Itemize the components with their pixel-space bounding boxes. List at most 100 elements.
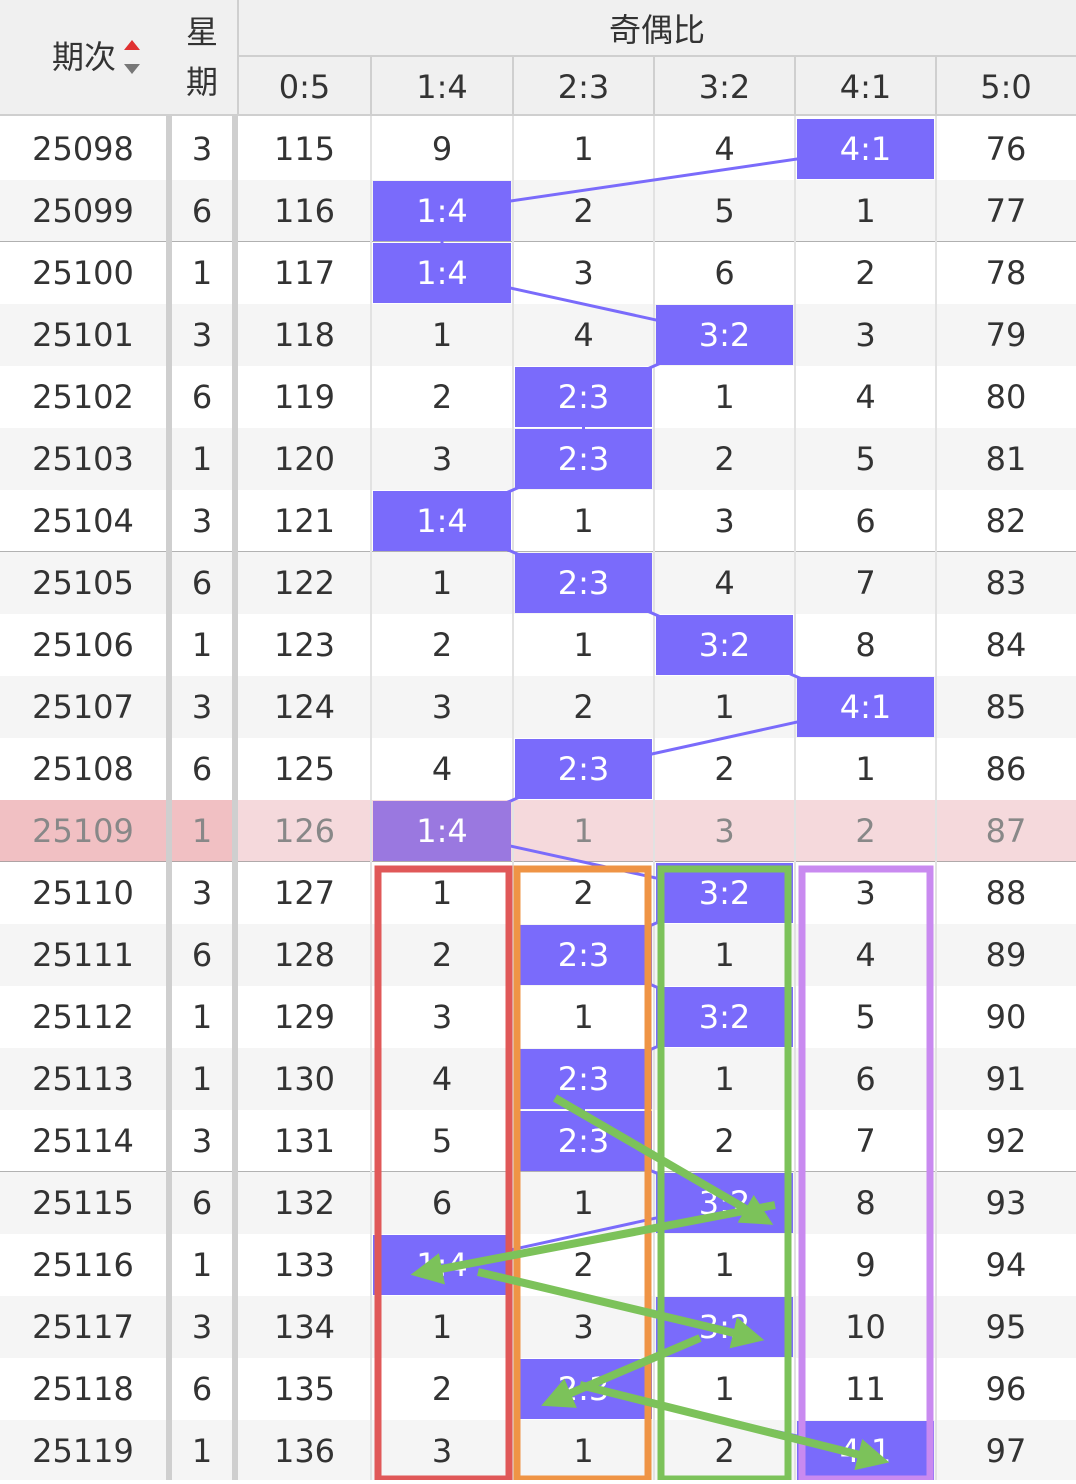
- hit-cell: [656, 305, 793, 365]
- cell: 6: [192, 564, 212, 602]
- cell: 118: [274, 316, 335, 354]
- cell: 11: [845, 1370, 886, 1408]
- hit-cell: [373, 801, 511, 861]
- cell: 5: [714, 192, 734, 230]
- cell: 1: [192, 1432, 212, 1470]
- cell: 124: [274, 688, 335, 726]
- cell: 1: [573, 998, 593, 1036]
- cell: 2: [714, 440, 734, 478]
- cell: 7: [855, 564, 875, 602]
- cell: 1: [714, 1060, 734, 1098]
- header-bg: [0, 0, 1076, 116]
- hit-cell: [373, 181, 511, 241]
- period-header[interactable]: 期次: [52, 38, 116, 76]
- cell: 4:1: [840, 688, 892, 726]
- cell: 88: [986, 874, 1027, 912]
- cell: 1: [192, 1060, 212, 1098]
- cell: 134: [274, 1308, 335, 1346]
- cell: 9: [432, 130, 452, 168]
- cell: 97: [986, 1432, 1027, 1470]
- cell: 125: [274, 750, 335, 788]
- cell: 3:2: [699, 998, 751, 1036]
- row-bg: [0, 1172, 1076, 1234]
- cell: 84: [986, 626, 1027, 664]
- cell: 129: [274, 998, 335, 1036]
- cell: 131: [274, 1122, 335, 1160]
- cell: 95: [986, 1308, 1027, 1346]
- cell: 3: [573, 1308, 593, 1346]
- cell: 25104: [32, 502, 134, 540]
- cell: 1: [573, 502, 593, 540]
- cell: 5: [855, 440, 875, 478]
- ratio-header: 1:4: [416, 68, 468, 106]
- cell: 4: [714, 564, 734, 602]
- cell: 116: [274, 192, 335, 230]
- hit-cell: [515, 1049, 652, 1109]
- cell: 130: [274, 1060, 335, 1098]
- cell: 2: [573, 192, 593, 230]
- cell: 6: [855, 502, 875, 540]
- cell: 2:3: [558, 750, 610, 788]
- cell: 1: [714, 1246, 734, 1284]
- hit-cell: [515, 429, 652, 489]
- cell: 25102: [32, 378, 134, 416]
- cell: 1:4: [416, 254, 468, 292]
- cell: 3: [432, 1432, 452, 1470]
- weekday-header: 期: [186, 63, 218, 101]
- cell: 3:2: [699, 626, 751, 664]
- cell: 2:3: [558, 440, 610, 478]
- cell: 1: [192, 998, 212, 1036]
- cell: 8: [855, 1184, 875, 1222]
- cell: 1: [432, 316, 452, 354]
- ratio-header: 0:5: [279, 68, 331, 106]
- cell: 6: [714, 254, 734, 292]
- cell: 79: [986, 316, 1027, 354]
- weekday-header: 星: [186, 13, 218, 51]
- cell: 94: [986, 1246, 1027, 1284]
- cell: 90: [986, 998, 1027, 1036]
- cell: 3: [432, 440, 452, 478]
- cell: 127: [274, 874, 335, 912]
- cell: 3: [573, 254, 593, 292]
- group-header: 奇偶比: [609, 11, 705, 49]
- hit-cell: [515, 739, 652, 799]
- cell: 25103: [32, 440, 134, 478]
- cell: 81: [986, 440, 1027, 478]
- cell: 83: [986, 564, 1027, 602]
- cell: 4:1: [840, 130, 892, 168]
- cell: 1: [714, 1370, 734, 1408]
- cell: 1: [432, 874, 452, 912]
- row-bg: [0, 614, 1076, 676]
- cell: 2: [714, 1432, 734, 1470]
- cell: 25098: [32, 130, 134, 168]
- cell: 25110: [32, 874, 134, 912]
- cell: 25117: [32, 1308, 134, 1346]
- cell: 4: [855, 936, 875, 974]
- cell: 85: [986, 688, 1027, 726]
- cell: 5: [855, 998, 875, 1036]
- row-bg: [0, 986, 1076, 1048]
- cell: 1: [573, 1184, 593, 1222]
- cell: 3: [714, 502, 734, 540]
- cell: 2:3: [558, 378, 610, 416]
- cell: 76: [986, 130, 1027, 168]
- cell: 1: [714, 378, 734, 416]
- cell: 96: [986, 1370, 1027, 1408]
- cell: 25108: [32, 750, 134, 788]
- cell: 2:3: [558, 564, 610, 602]
- hit-cell: [373, 491, 511, 551]
- cell: 2: [573, 1246, 593, 1284]
- cell: 77: [986, 192, 1027, 230]
- row-bg: [0, 180, 1076, 242]
- cell: 2:3: [558, 936, 610, 974]
- cell: 25118: [32, 1370, 134, 1408]
- cell: 121: [274, 502, 335, 540]
- cell: 2: [573, 874, 593, 912]
- cell: 7: [855, 1122, 875, 1160]
- cell: 2: [855, 812, 875, 850]
- cell: 1: [573, 130, 593, 168]
- cell: 3: [432, 688, 452, 726]
- row-bg: [0, 304, 1076, 366]
- cell: 6: [192, 936, 212, 974]
